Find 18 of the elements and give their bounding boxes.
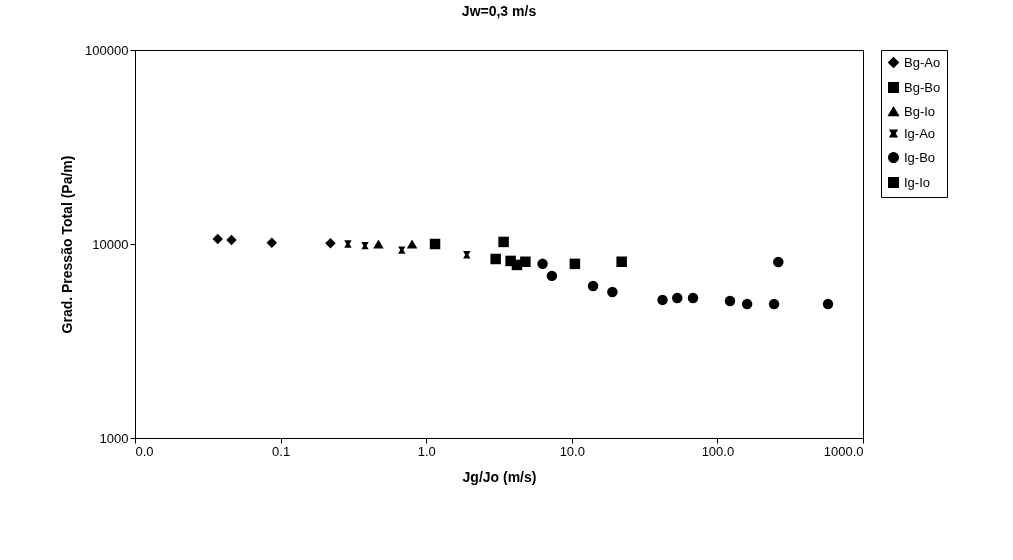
legend-label: Bg-Ao bbox=[904, 54, 941, 70]
legend-label: Ig-Bo bbox=[904, 149, 936, 165]
x-tick-label: 0.0 bbox=[135, 443, 154, 459]
chart-title: Jw=0,3 m/s bbox=[461, 3, 537, 19]
y-tick-label: 10000 bbox=[92, 236, 129, 252]
legend-label: Ig-Ao bbox=[904, 125, 936, 141]
legend-label: Bg-Io bbox=[904, 103, 936, 119]
x-tick-label: 1.0 bbox=[417, 443, 436, 459]
x-tick-label: 100.0 bbox=[701, 443, 735, 459]
legend-label: Ig-Io bbox=[904, 174, 931, 190]
x-tick-label: 1000.0 bbox=[823, 443, 864, 459]
legend-label: Bg-Bo bbox=[904, 79, 941, 95]
y-tick-label: 100000 bbox=[85, 42, 129, 58]
x-tick-label: 0.1 bbox=[272, 443, 291, 459]
y-axis-title: Grad. Pressão Total (Pa/m) bbox=[59, 155, 76, 334]
x-axis-title: Jg/Jo (m/s) bbox=[462, 468, 537, 485]
y-tick-label: 1000 bbox=[99, 430, 129, 446]
x-tick-label: 10.0 bbox=[559, 443, 585, 459]
